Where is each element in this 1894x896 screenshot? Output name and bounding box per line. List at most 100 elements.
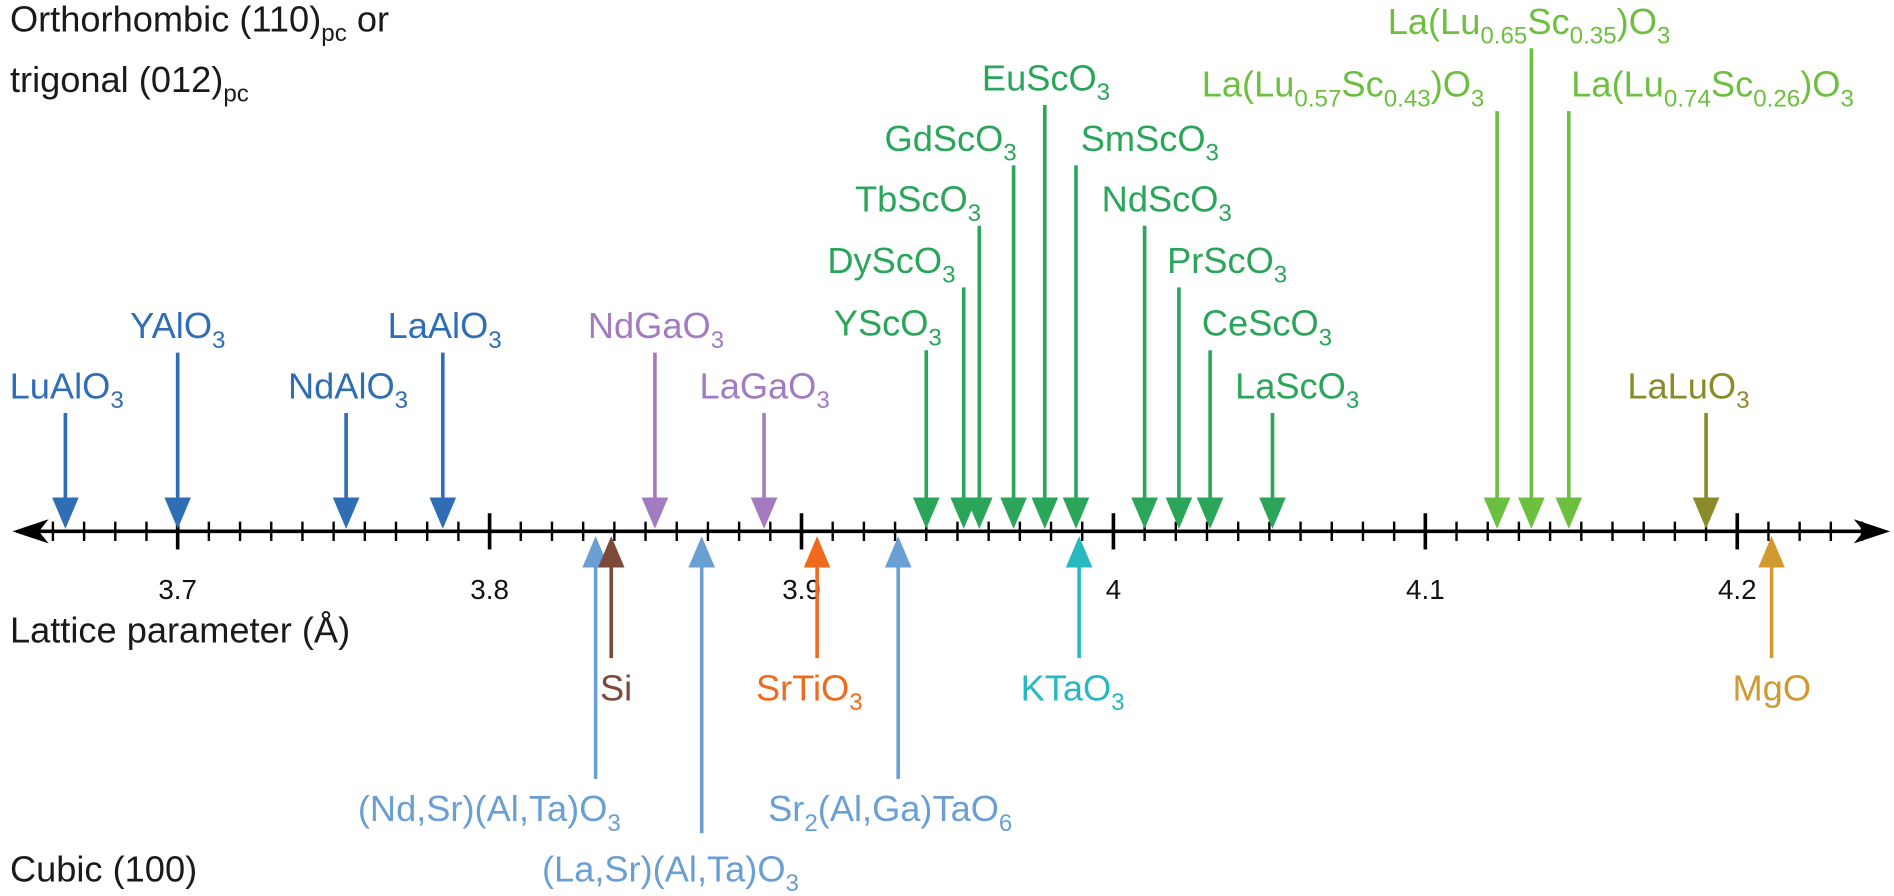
label-part: PrScO bbox=[1167, 240, 1274, 281]
marker-label: KTaO3 bbox=[1021, 667, 1125, 716]
bottom-arrow bbox=[803, 536, 831, 659]
top-arrow bbox=[1165, 287, 1193, 529]
top-title: trigonal (012)pc bbox=[10, 59, 249, 108]
marker-label: Sr2(Al,Ga)TaO6 bbox=[768, 788, 1012, 837]
marker-label: YAlO3 bbox=[130, 305, 225, 354]
label-part: 3 bbox=[212, 327, 225, 354]
top-title: Orthorhombic (110)pc or bbox=[10, 0, 389, 47]
label-part: )O bbox=[1800, 64, 1840, 105]
arrow-head bbox=[1065, 536, 1093, 568]
top-arrow bbox=[950, 287, 977, 529]
top-arrow bbox=[1555, 111, 1583, 529]
marker-label: MgO bbox=[1733, 667, 1812, 708]
x-tick-label: 3.8 bbox=[470, 574, 509, 605]
arrow-head bbox=[641, 497, 669, 529]
x-tick-label: 4.1 bbox=[1406, 574, 1445, 605]
marker-label: GdScO3 bbox=[885, 118, 1017, 167]
arrow-head bbox=[429, 497, 457, 529]
top-arrow bbox=[750, 412, 778, 529]
top-arrow bbox=[966, 225, 993, 529]
marker-label: NdGaO3 bbox=[588, 305, 724, 354]
arrow-head bbox=[966, 497, 993, 529]
label-part: (Al,Ga)TaO bbox=[818, 788, 999, 829]
top-arrow bbox=[1483, 111, 1511, 529]
marker-label: La(Lu0.74Sc0.26)O3 bbox=[1571, 64, 1854, 113]
arrow-head bbox=[164, 497, 191, 529]
marker-label: DyScO3 bbox=[827, 240, 955, 289]
label-part: La(Lu bbox=[1388, 1, 1481, 42]
label-part: 3 bbox=[1274, 262, 1287, 289]
top-arrow bbox=[332, 412, 360, 529]
bottom-arrow bbox=[1065, 536, 1093, 659]
label-part: EuScO bbox=[982, 58, 1097, 99]
bottom-arrow bbox=[688, 536, 715, 834]
label-part: 3 bbox=[942, 262, 955, 289]
label-part: TbScO bbox=[855, 178, 968, 219]
label-part: La(Lu bbox=[1571, 64, 1664, 105]
marker-label: (Nd,Sr)(Al,Ta)O3 bbox=[358, 788, 621, 837]
arrow-head bbox=[1518, 497, 1545, 529]
x-tick-label: 3.7 bbox=[158, 574, 197, 605]
x-tick-label: 4.2 bbox=[1718, 574, 1757, 605]
bottom-arrow bbox=[1758, 536, 1785, 659]
marker-label: (La,Sr)(Al,Ta)O3 bbox=[542, 849, 799, 896]
label-part: 3 bbox=[786, 870, 799, 896]
top-arrow bbox=[912, 350, 940, 529]
label-part: CeScO bbox=[1202, 303, 1319, 344]
arrow-head bbox=[1165, 497, 1193, 529]
label-part: 2 bbox=[804, 810, 817, 837]
label-part: SrTiO bbox=[756, 667, 849, 708]
top-arrow bbox=[1000, 165, 1027, 529]
label-part: 3 bbox=[1657, 22, 1670, 49]
label-part: 3 bbox=[1218, 200, 1231, 227]
label-part: (La,Sr)(Al,Ta)O bbox=[542, 849, 786, 890]
marker-label: EuScO3 bbox=[982, 58, 1110, 107]
label-part: 3 bbox=[816, 387, 829, 414]
arrow-head bbox=[1555, 497, 1583, 529]
label-part: 3 bbox=[711, 327, 724, 354]
top-arrow bbox=[1131, 225, 1158, 529]
label-part: 3 bbox=[1206, 140, 1219, 167]
marker-label: NdAlO3 bbox=[288, 365, 408, 414]
label-part: 3 bbox=[607, 810, 620, 837]
arrow-head bbox=[884, 536, 912, 568]
marker-label: LaLuO3 bbox=[1627, 365, 1749, 414]
top-arrow bbox=[429, 352, 457, 529]
label-part: 3 bbox=[1471, 85, 1484, 112]
arrow-head bbox=[597, 536, 625, 568]
label-part: YAlO bbox=[130, 305, 212, 346]
label-part: LaLuO bbox=[1627, 365, 1736, 406]
marker-label: La(Lu0.65Sc0.35)O3 bbox=[1388, 1, 1671, 50]
arrow-head bbox=[332, 497, 360, 529]
label-part: Si bbox=[600, 667, 632, 708]
label-part: NdScO bbox=[1102, 178, 1219, 219]
label-part: 3 bbox=[395, 387, 408, 414]
label-part: LaScO bbox=[1235, 365, 1346, 406]
arrow-head bbox=[912, 497, 940, 529]
top-arrow bbox=[1062, 165, 1090, 529]
label-part: pc bbox=[321, 20, 347, 47]
top-arrow bbox=[164, 352, 191, 529]
arrow-head bbox=[1483, 497, 1511, 529]
x-tick-label: 3.9 bbox=[782, 574, 821, 605]
arrow-head bbox=[1259, 497, 1286, 529]
bottom-arrow bbox=[597, 536, 625, 659]
marker-label: LuAlO3 bbox=[10, 365, 124, 414]
label-part: 3 bbox=[1840, 85, 1853, 112]
label-part: LaGaO bbox=[700, 365, 817, 406]
top-arrow bbox=[641, 352, 669, 529]
label-part: SmScO bbox=[1081, 118, 1206, 159]
label-part: MgO bbox=[1733, 667, 1812, 708]
marker-label: LaAlO3 bbox=[388, 305, 502, 354]
arrow-head bbox=[1000, 497, 1027, 529]
label-part: 3 bbox=[488, 327, 501, 354]
arrow-head bbox=[1692, 497, 1720, 529]
marker-label: TbScO3 bbox=[855, 178, 981, 227]
label-part: Sc bbox=[1527, 1, 1569, 42]
label-part: 3 bbox=[849, 689, 862, 716]
arrow-head bbox=[1062, 497, 1090, 529]
label-part: 3 bbox=[1097, 79, 1110, 106]
top-arrow bbox=[52, 412, 79, 529]
